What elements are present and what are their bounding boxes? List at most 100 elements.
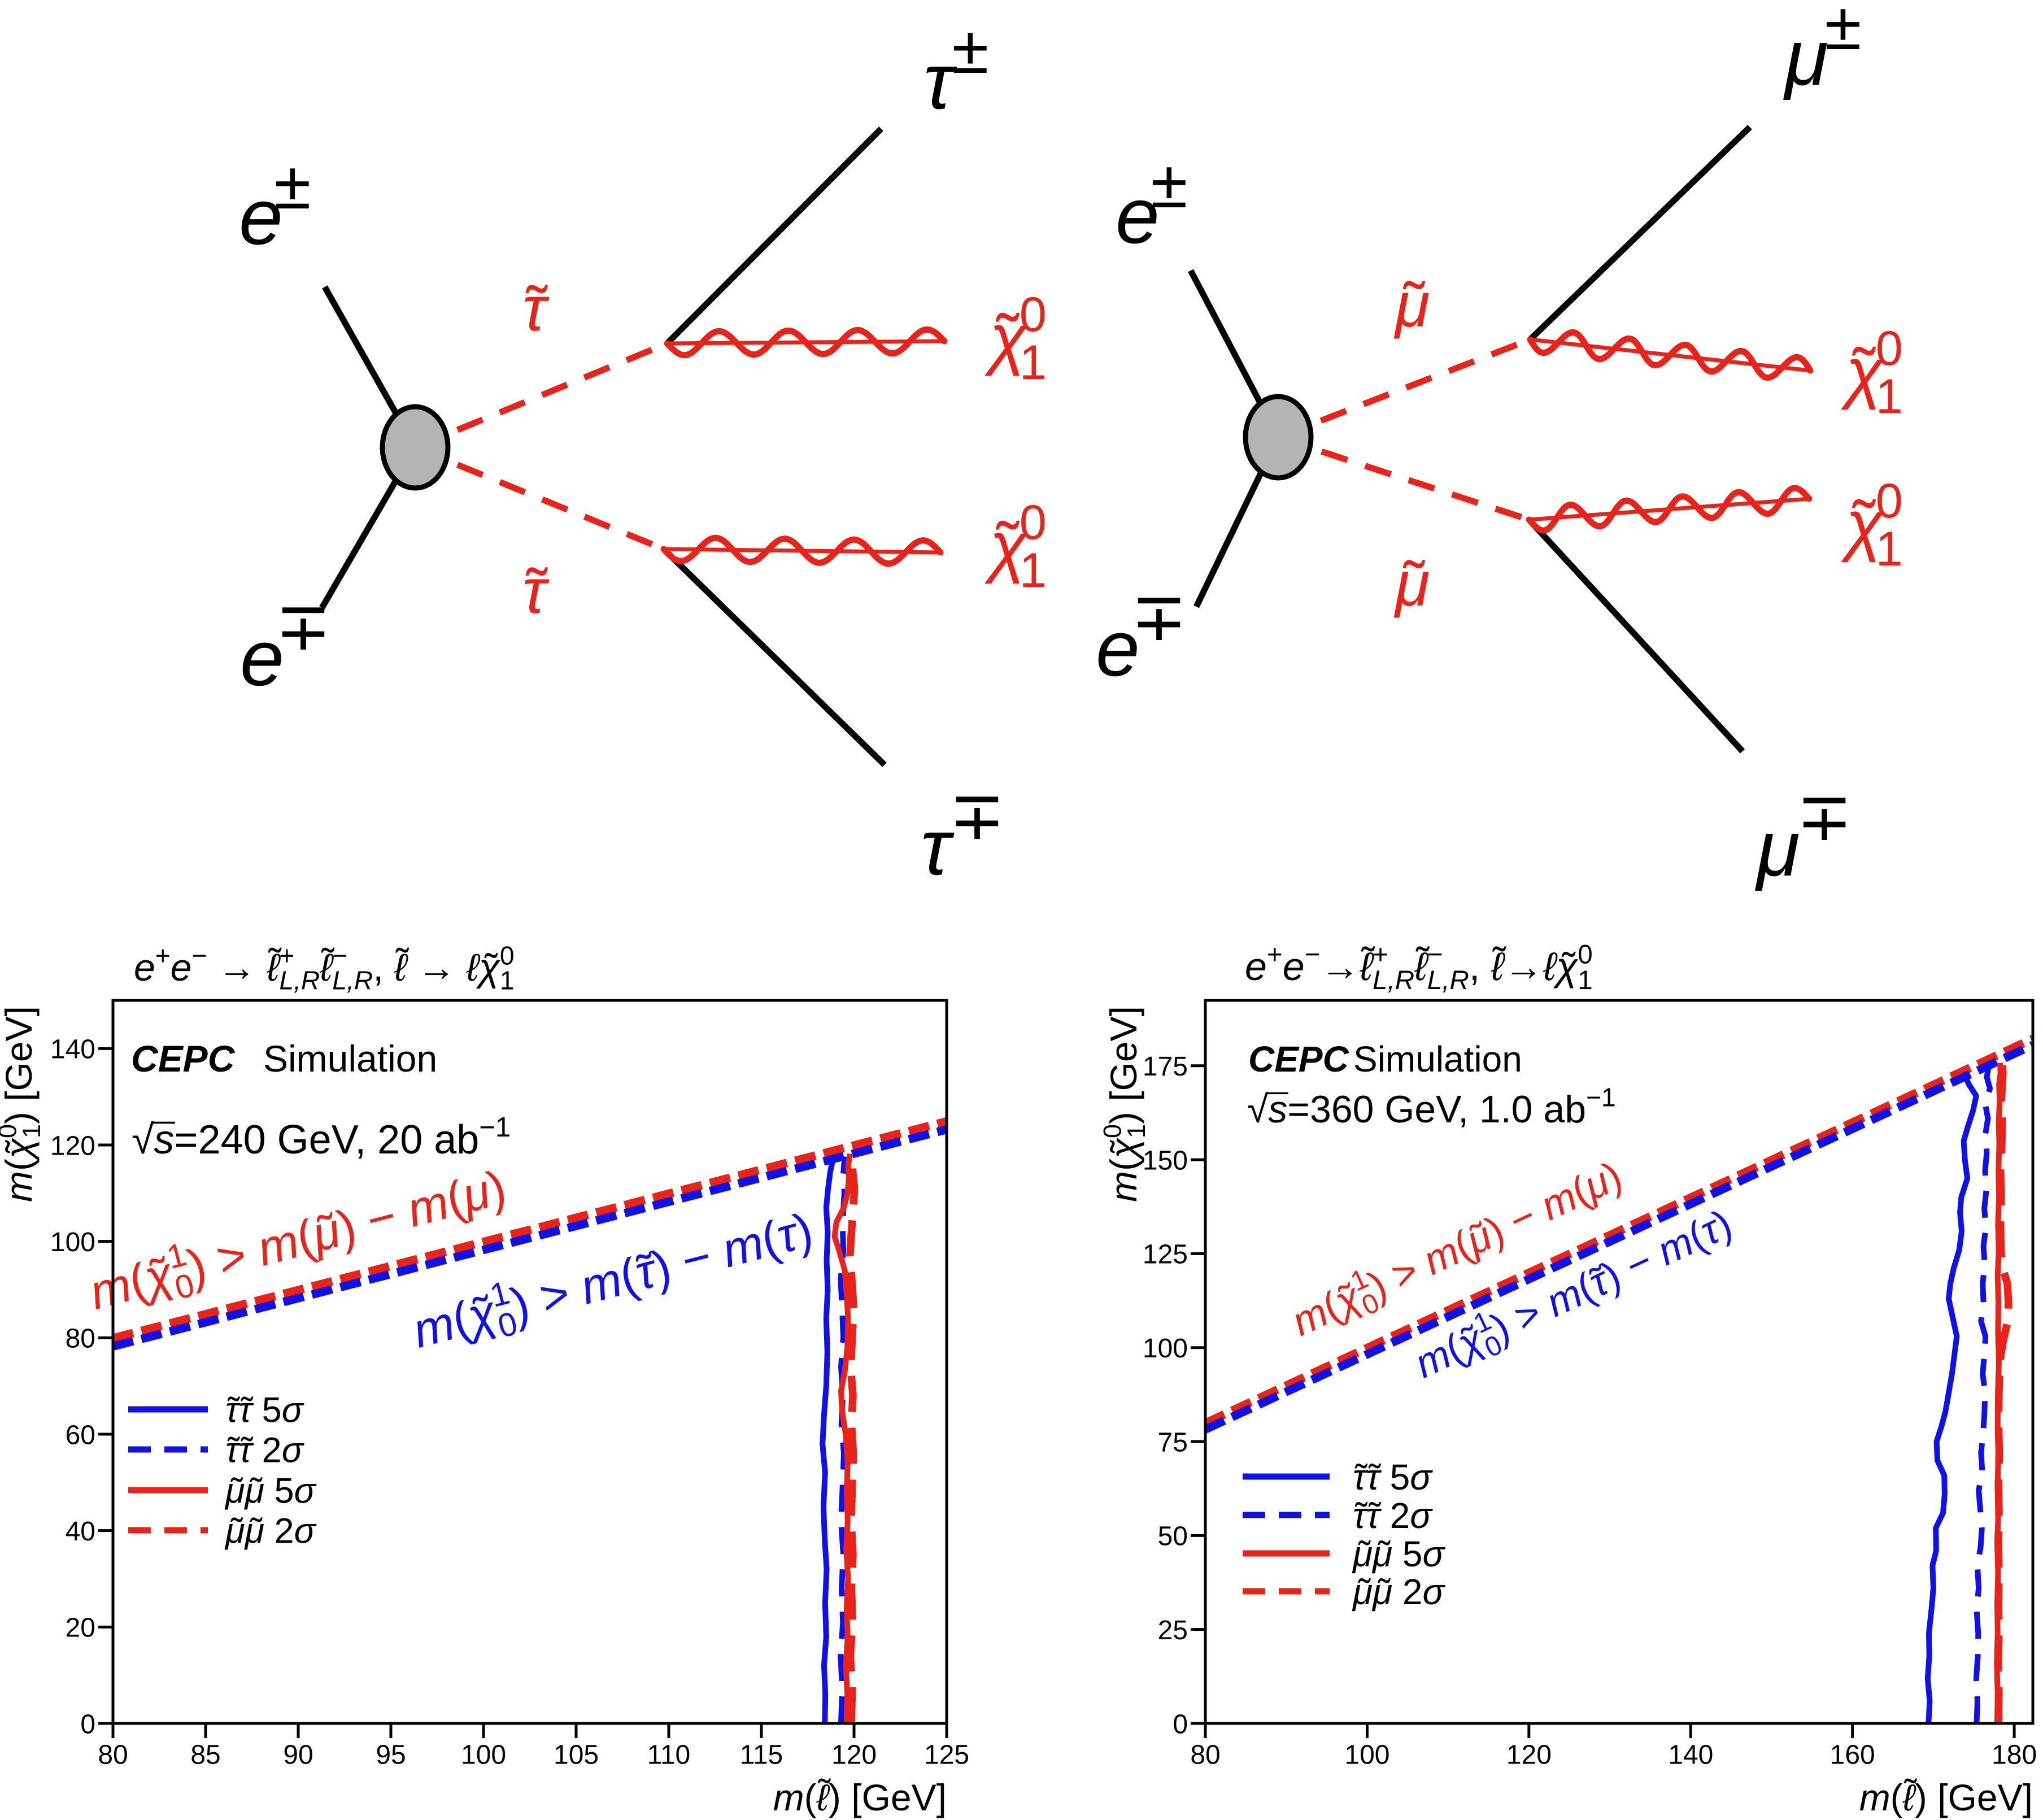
- stau-stau-2sigma-legend-label: τ˜τ˜ 2σ: [1353, 1495, 1433, 1536]
- positron-label-text: e∓: [1096, 580, 1187, 693]
- smuon-lower-label-text: μ˜: [1393, 548, 1430, 619]
- neutralino-upper-label: χ˜0 1: [985, 288, 1047, 390]
- smuon-kinematic-boundary-label: m(χ˜10) > m(μ˜) − m(μ): [1285, 1153, 1628, 1344]
- stau-stau-5sigma-contour: [820, 1160, 836, 1723]
- outgoing-mu-plus-line: [1528, 125, 1752, 342]
- x-axis-label: m(ℓ˜) [GeV]: [1859, 1771, 2033, 1818]
- stau-kinematic-boundary-line: [1205, 1041, 2033, 1434]
- radical-bar: [151, 1121, 175, 1124]
- mu-plus-label-text: μ±: [1783, 0, 1862, 102]
- x-tick-label: 125: [924, 1740, 969, 1770]
- energy-lumi-label-text: √s=240 GeV, 20 ab−1: [132, 1112, 511, 1162]
- smuon-smuon-5sigma-contour: [831, 1153, 853, 1723]
- y-tick-label-text: 60: [66, 1420, 95, 1450]
- y-tick-label-text: 100: [50, 1227, 95, 1257]
- y-tick-label: 100: [50, 1227, 95, 1257]
- positron-label-text: e∓: [240, 589, 332, 702]
- tau-plus-label-text: τ±: [924, 12, 988, 125]
- experiment-label: CEPC: [1248, 1039, 1349, 1079]
- neutralino-upper: [664, 326, 948, 359]
- stau-upper-line: [413, 340, 669, 451]
- electron-label: e±: [239, 148, 311, 261]
- plot-title-text: e+e− → ℓ˜+ L,Rℓ˜− L,R, ℓ˜ → ℓχ˜0 1: [134, 941, 515, 995]
- neutralino-lower-label-text: χ˜0 1: [1841, 474, 1903, 576]
- x-tick-label: 120: [1506, 1740, 1552, 1770]
- x-tick-label-text: 85: [190, 1740, 220, 1770]
- x-tick-label-text: 180: [1992, 1740, 2037, 1770]
- mu-minus-label-text: μ∓: [1755, 780, 1853, 892]
- electron-label: e±: [1116, 147, 1187, 260]
- x-tick-label-text: 105: [554, 1740, 599, 1770]
- positron-label: e∓: [1096, 580, 1187, 693]
- plot-data-area: [113, 1117, 947, 1723]
- y-tick-label-text: 75: [1158, 1427, 1188, 1457]
- x-tick-label-text: 125: [924, 1740, 969, 1770]
- x-tick-label-text: 90: [283, 1740, 313, 1770]
- y-axis-label-text: m(χ˜01) [GeV]: [0, 1006, 46, 1202]
- y-axis-label: m(χ˜01) [GeV]: [1097, 1006, 1151, 1202]
- smuon-smuon-5sigma-legend-label-text: μ˜μ˜ 5σ: [224, 1471, 317, 1511]
- y-tick-label: 40: [66, 1517, 95, 1547]
- radical-bar: [1266, 1092, 1288, 1095]
- feynman-diagram-smuon: e± e∓ μ˜ μ˜ μ± μ∓ χ˜0 1 χ˜0 1: [1096, 0, 1903, 892]
- x-tick-label-text: 80: [98, 1740, 128, 1770]
- x-axis-label: m(ℓ˜) [GeV]: [773, 1771, 947, 1818]
- mu-minus-label: μ∓: [1755, 780, 1853, 892]
- y-tick-label: 0: [80, 1709, 95, 1739]
- outgoing-tau-minus-line: [661, 547, 887, 767]
- x-tick-label-text: 95: [376, 1740, 406, 1770]
- neutralino-lower-wave: [1526, 485, 1813, 534]
- y-tick-label: 140: [50, 1035, 95, 1065]
- smuon-smuon-2sigma-legend-label: μ˜μ˜ 2σ: [224, 1512, 317, 1551]
- y-tick-label-text: 125: [1143, 1240, 1188, 1270]
- stau-stau-2sigma-legend-label-text: τ˜τ˜ 2σ: [225, 1431, 304, 1470]
- x-tick-label-text: 140: [1668, 1740, 1713, 1770]
- y-tick-label: 120: [50, 1131, 95, 1161]
- y-tick-label-text: 80: [66, 1324, 95, 1354]
- x-tick-label-text: 120: [831, 1740, 877, 1770]
- simulation-label: Simulation: [1353, 1039, 1522, 1079]
- axes-frame: [111, 999, 948, 1725]
- x-tick-label-text: 110: [647, 1740, 691, 1770]
- y-tick-label-text: 175: [1143, 1052, 1188, 1082]
- y-tick-label-text: 40: [66, 1517, 95, 1547]
- y-tick-label: 60: [66, 1420, 95, 1450]
- smuon-kinematic-boundary-line: [113, 1117, 947, 1343]
- stau-lower-line: [413, 444, 665, 552]
- smuon-smuon-2sigma-contour: [846, 1152, 859, 1723]
- x-tick-label-text: 120: [1506, 1740, 1552, 1770]
- x-tick-label: 95: [376, 1740, 406, 1770]
- y-tick-label: 75: [1158, 1427, 1188, 1457]
- neutralino-upper-label: χ˜0 1: [1841, 321, 1903, 424]
- x-tick-label: 115: [740, 1740, 783, 1770]
- plot-240gev: m(χ˜10) > m(μ˜) − m(μ)m(χ˜10) > m(τ˜) − …: [0, 941, 969, 1818]
- smuon-upper-label-text: μ˜: [1393, 269, 1430, 340]
- y-tick-label-text: 100: [1143, 1334, 1188, 1364]
- x-tick-label: 110: [647, 1740, 691, 1770]
- x-tick-label: 180: [1992, 1740, 2037, 1770]
- x-tick-label: 100: [1344, 1740, 1389, 1770]
- experiment-label: CEPC: [131, 1038, 236, 1079]
- smuon-smuon-5sigma-legend-label: μ˜μ˜ 5σ: [1352, 1534, 1446, 1574]
- smuon-upper-line: [1277, 336, 1531, 441]
- neutralino-upper-label-text: χ˜0 1: [985, 288, 1047, 390]
- y-tick-label-text: 150: [1143, 1146, 1188, 1175]
- smuon-kinematic-boundary-line: [1205, 1035, 2033, 1427]
- x-tick-label-text: 80: [1190, 1740, 1220, 1770]
- y-axis-label: m(χ˜01) [GeV]: [0, 1006, 46, 1202]
- x-tick-label-text: 100: [461, 1740, 506, 1770]
- x-tick-label: 80: [98, 1740, 128, 1770]
- axes-frame: [1204, 999, 2035, 1725]
- y-tick-label: 0: [1173, 1709, 1188, 1739]
- x-tick-label: 105: [554, 1740, 599, 1770]
- y-tick-label-text: 0: [1173, 1709, 1188, 1739]
- plot-title: e+e− → ℓ˜+ L,Rℓ˜− L,R, ℓ˜ → ℓχ˜0 1: [134, 941, 515, 995]
- x-tick-label: 140: [1668, 1740, 1713, 1770]
- x-tick-label: 85: [190, 1740, 220, 1770]
- neutralino-lower-wave: [660, 534, 944, 567]
- y-tick-label-text: 25: [1158, 1616, 1188, 1645]
- stau-kinematic-boundary-label: m(χ˜10) > m(τ˜) − m(τ): [1408, 1201, 1739, 1387]
- plot-360gev: m(χ˜10) > m(μ˜) − m(μ)m(χ˜10) > m(τ˜) − …: [1097, 939, 2037, 1818]
